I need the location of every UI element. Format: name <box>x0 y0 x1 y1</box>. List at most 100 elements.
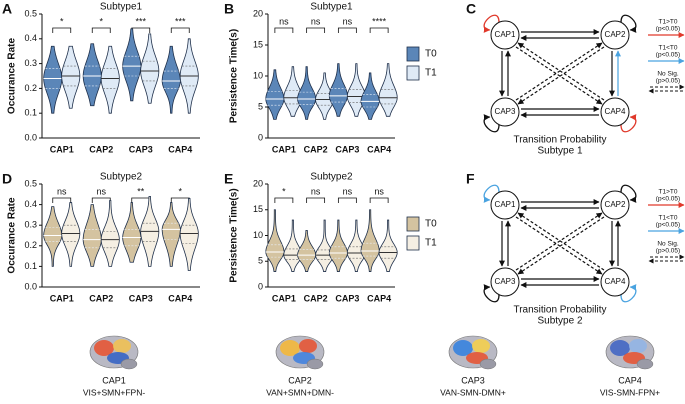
legend-label: T1 <box>425 238 437 249</box>
cap-node <box>600 267 630 297</box>
violin <box>378 63 398 117</box>
cap-node <box>600 190 630 220</box>
cerebellum <box>120 358 138 370</box>
legend-swatch <box>406 235 420 251</box>
self-loop <box>620 114 637 133</box>
y-tick-label: 0.2 <box>24 240 37 250</box>
chart-title: Subtype2 <box>100 172 143 183</box>
y-tick-label: 0.1 <box>24 261 37 271</box>
legend-note: (p>0.05) <box>656 78 680 85</box>
legend-swatch <box>406 216 420 232</box>
sig-bracket <box>52 27 72 33</box>
sig-bracket <box>274 197 294 203</box>
sig-label: *** <box>175 16 186 26</box>
brain-blob <box>113 339 131 353</box>
violin <box>122 202 142 263</box>
brain-map <box>89 335 139 370</box>
violin <box>346 63 366 117</box>
node-label: CAP1 <box>495 200 516 209</box>
violin <box>297 229 317 272</box>
sig-label: ns <box>311 16 321 26</box>
sig-label: ns <box>279 16 289 26</box>
self-loop <box>483 14 500 33</box>
node-label: CAP3 <box>495 277 516 286</box>
transition-arrow <box>517 46 605 105</box>
brain-map <box>275 335 325 370</box>
violin <box>360 72 380 120</box>
x-tick-label: CAP3 <box>335 144 359 154</box>
transition-arrow <box>517 212 605 271</box>
brain-map <box>448 335 498 370</box>
y-tick-label: 5 <box>258 101 263 111</box>
cap-networks: VIS+SMN+FPN- <box>83 387 146 397</box>
violin <box>161 202 181 267</box>
brain-blob <box>629 339 647 353</box>
legend-note: (p<0.05) <box>656 52 680 59</box>
cerebellum <box>479 358 497 370</box>
violin <box>61 45 81 109</box>
y-tick-label: 0 <box>258 281 263 291</box>
x-tick-label: CAP2 <box>304 293 328 303</box>
y-tick-label: 0.4 <box>24 33 37 43</box>
cap-node <box>490 190 520 220</box>
x-tick-label: CAP4 <box>367 144 391 154</box>
cap-networks: VAN+SMN+DMN- <box>266 387 334 397</box>
y-tick-label: 0.4 <box>24 199 37 209</box>
panel-letter: A <box>2 1 12 17</box>
sig-bracket <box>306 197 326 203</box>
chart-title: Subtype1 <box>100 2 143 13</box>
self-loop <box>620 284 637 303</box>
cap-node <box>490 267 520 297</box>
y-axis-label: Persistence Time(s) <box>229 29 240 123</box>
y-tick-label: 10 <box>253 230 263 240</box>
chart-title: Subtype1 <box>310 2 353 13</box>
violin <box>328 63 348 117</box>
transition-arrow <box>515 212 603 271</box>
y-tick-label: 15 <box>253 39 263 49</box>
y-tick-label: 0.1 <box>24 108 37 118</box>
brain-blob <box>94 340 114 356</box>
y-tick-label: 5 <box>258 256 263 266</box>
sig-label: * <box>60 16 64 26</box>
y-tick-label: 0.5 <box>24 178 37 188</box>
self-loop <box>620 14 637 33</box>
x-tick-label: CAP3 <box>129 293 153 303</box>
y-axis-label: Occurance Rate <box>7 37 18 114</box>
sig-bracket <box>131 27 151 33</box>
violin <box>82 204 102 267</box>
cap-networks: VAN-SMN-DMN+ <box>440 387 506 397</box>
legend-label: T1>T0 <box>659 189 678 196</box>
sig-bracket <box>369 197 389 203</box>
y-tick-label: 20 <box>253 8 263 18</box>
legend-label: T1>T0 <box>659 19 678 26</box>
violin <box>100 45 120 114</box>
panel-letter: F <box>466 171 475 187</box>
cap-name: CAP3 <box>461 375 485 385</box>
sig-label: ** <box>137 186 145 196</box>
violin <box>140 33 160 104</box>
y-tick-label: 0 <box>258 132 263 142</box>
sig-bracket <box>170 27 190 33</box>
self-loop <box>483 114 500 133</box>
violin <box>265 69 285 120</box>
legend-label: T0 <box>425 219 437 230</box>
sig-label: ns <box>57 186 67 196</box>
sig-bracket <box>91 197 111 203</box>
sig-bracket <box>337 27 357 33</box>
violin <box>360 209 380 272</box>
y-tick-label: 20 <box>253 178 263 188</box>
diagram-caption: Subtype 2 <box>537 316 582 327</box>
transition-arrow <box>517 42 605 101</box>
legend-label: No Sig. <box>657 71 679 78</box>
cap-name: CAP4 <box>618 375 642 385</box>
brain-blob <box>299 339 317 353</box>
transition-arrow <box>515 46 603 105</box>
sig-label: **** <box>372 16 387 26</box>
violin <box>122 28 142 102</box>
violin <box>378 219 398 272</box>
violin <box>265 209 285 272</box>
transition-arrow <box>517 216 605 275</box>
legend-note: (p<0.05) <box>656 222 680 229</box>
legend-label: T1<T0 <box>659 45 678 52</box>
node-label: CAP2 <box>605 30 626 39</box>
